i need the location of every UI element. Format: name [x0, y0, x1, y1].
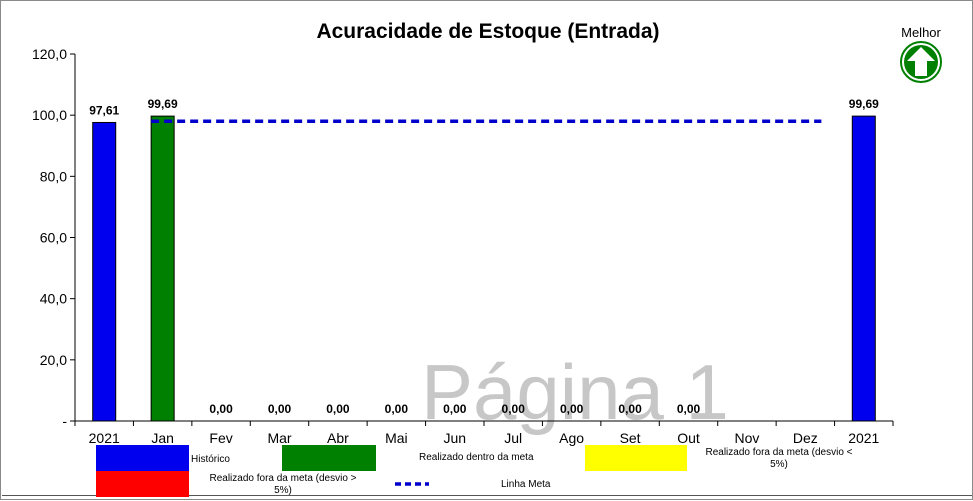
up-arrow-icon — [900, 41, 942, 83]
x-tick-label: Out — [677, 430, 700, 446]
legend-label: Histórico — [191, 454, 230, 465]
chart-title: Acuracidade de Estoque (Entrada) — [316, 20, 659, 43]
y-tick-label: - — [62, 413, 67, 429]
data-label: 0,00 — [209, 402, 233, 416]
x-tick-label: Nov — [734, 430, 759, 446]
x-tick-label: Set — [620, 430, 641, 446]
legend-label: Realizado fora da meta (desvio > — [209, 473, 356, 484]
data-label: 0,00 — [560, 402, 584, 416]
y-tick-label: 120,0 — [32, 46, 67, 62]
data-label: 0,00 — [326, 402, 350, 416]
data-label: 99,69 — [148, 97, 178, 111]
x-tick-label: Abr — [327, 430, 349, 446]
x-tick-label: Mai — [385, 430, 408, 446]
y-tick-label: 100,0 — [32, 107, 67, 123]
data-label: 97,61 — [89, 103, 119, 117]
x-tick-label: Jun — [443, 430, 466, 446]
legend-swatch-dentro-meta — [282, 445, 376, 471]
data-label: 0,00 — [502, 402, 526, 416]
x-tick-label: Jan — [151, 430, 174, 446]
data-label: 99,69 — [849, 97, 879, 111]
y-tick-label: 40,0 — [40, 291, 67, 307]
data-label: 0,00 — [268, 402, 292, 416]
better-indicator: Melhor — [900, 25, 942, 83]
watermark-text: Página 1 — [421, 348, 729, 436]
legend-swatch-fora-meta-menor — [585, 445, 687, 471]
y-tick-label: 20,0 — [40, 352, 67, 368]
x-tick-label: 2021 — [89, 430, 120, 446]
page-divider — [2, 495, 972, 496]
legend-swatch-historico — [96, 445, 189, 471]
data-label: 0,00 — [677, 402, 701, 416]
x-tick-label: Jul — [504, 430, 522, 446]
bar-2021 — [851, 115, 876, 422]
legend-swatch-fora-meta-maior — [96, 471, 189, 497]
y-tick-label: 80,0 — [40, 168, 67, 184]
x-tick-label: Dez — [793, 430, 818, 446]
x-tick-label: 2021 — [848, 430, 879, 446]
y-tick-label: 60,0 — [40, 230, 67, 246]
legend-label: 5%) — [274, 485, 292, 496]
data-label: 0,00 — [618, 402, 642, 416]
legend-label: Realizado dentro da meta — [419, 452, 534, 463]
better-label: Melhor — [901, 25, 941, 40]
legend-label: Linha Meta — [501, 479, 551, 490]
data-label: 0,00 — [443, 402, 467, 416]
legend-label: 5%) — [770, 459, 788, 470]
x-tick-label: Ago — [559, 430, 584, 446]
bar-2021 — [92, 121, 117, 422]
data-label: 0,00 — [385, 402, 409, 416]
x-tick-label: Fev — [209, 430, 232, 446]
x-tick-label: Mar — [267, 430, 291, 446]
bar-jan — [150, 115, 175, 422]
legend-label: Realizado fora da meta (desvio < — [705, 447, 852, 458]
